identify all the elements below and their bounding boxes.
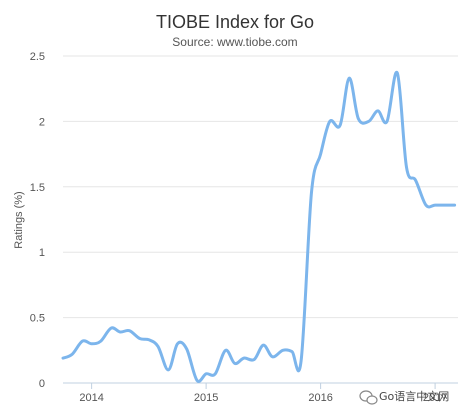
data-point (240, 354, 248, 362)
data-point (326, 117, 334, 125)
y-tick-label: 2.5 (30, 51, 45, 63)
data-point (259, 341, 267, 349)
x-tick-label: 2014 (79, 392, 103, 404)
chart-title: TIOBE Index for Go (156, 12, 314, 32)
data-point (288, 348, 296, 356)
data-point (269, 353, 277, 361)
x-tick-label: 2016 (308, 392, 332, 404)
y-tick-label: 0.5 (30, 313, 45, 325)
x-axis-ticks: 2014 2015 2016 2017 (79, 383, 447, 404)
data-point (136, 335, 144, 343)
data-point (116, 328, 124, 336)
data-point (250, 356, 258, 364)
wechat-bubble-icon (359, 390, 378, 405)
data-point (422, 201, 430, 209)
data-point (345, 74, 353, 82)
data-point (183, 345, 191, 353)
data-point (440, 201, 448, 209)
data-point (336, 121, 344, 129)
y-tick-label: 1 (39, 247, 45, 259)
data-point (59, 354, 67, 362)
chart-subtitle: Source: www.tiobe.com (172, 35, 297, 49)
data-point (97, 337, 105, 345)
data-point (154, 342, 162, 350)
data-point (145, 336, 153, 344)
data-point (412, 176, 420, 184)
data-point (211, 370, 219, 378)
gridlines (63, 55, 458, 384)
data-point (393, 69, 401, 77)
data-point (164, 366, 172, 374)
data-point (403, 163, 411, 171)
data-point (374, 107, 382, 115)
data-point (231, 359, 239, 367)
data-point (307, 189, 315, 197)
y-axis-ticks: 0 0.5 1 1.5 2 2.5 (30, 51, 45, 390)
series-layer (59, 69, 459, 384)
y-tick-label: 1.5 (30, 182, 45, 194)
data-point (431, 201, 439, 209)
data-point (365, 117, 373, 125)
data-point (79, 337, 87, 345)
data-point (297, 357, 305, 365)
data-point (383, 117, 391, 125)
x-tick-label: 2015 (194, 392, 218, 404)
data-point (107, 324, 115, 332)
watermark: Go语言中文网 (359, 389, 449, 405)
series-line-0 (61, 70, 457, 383)
data-point (451, 201, 459, 209)
data-point (354, 115, 362, 123)
y-axis-label: Ratings (%) (13, 191, 25, 248)
data-point (317, 150, 325, 158)
data-point (88, 340, 96, 348)
y-tick-label: 0 (39, 378, 45, 390)
data-point (222, 346, 230, 354)
data-point (279, 346, 287, 354)
watermark-text: Go语言中文网 (379, 389, 449, 403)
data-point (193, 376, 201, 384)
data-point (68, 350, 76, 358)
y-tick-label: 2 (39, 116, 45, 128)
x-tick-label: 2017 (423, 392, 447, 404)
data-point (125, 327, 133, 335)
data-point (202, 370, 210, 378)
data-point (174, 340, 182, 348)
